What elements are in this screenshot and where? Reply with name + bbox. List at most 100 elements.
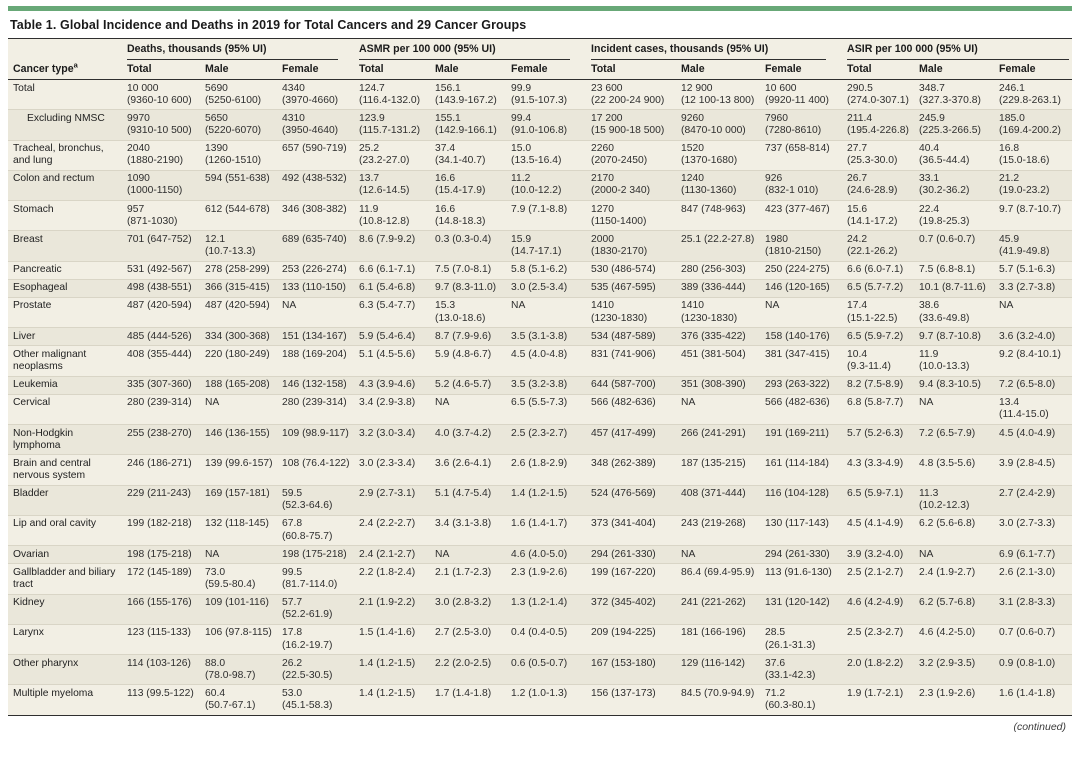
value-cell: NA [676,545,761,565]
value-cell: 1.6 (1.4-1.8) [994,684,1073,716]
value-cell: 3.2 (3.0-3.4) [354,424,431,456]
value-cell: 17 200 (15 900-18 500) [586,109,677,141]
value-cell: 25.1 (22.2-27.8) [676,230,761,262]
value-cell: 389 (336-444) [676,279,761,298]
table-row: Esophageal 498 (438-551) 366 (315-415) 133 … [8,279,1073,298]
value-cell: 280 (239-314) [277,394,355,426]
column-group-row: Deaths, thousands (95% UI) ASMR per 100 … [8,39,1072,61]
value-cell: 831 (741-906) [586,345,677,377]
value-cell: 6.5 (5.9-7.1) [842,485,915,516]
value-cell: NA [200,394,277,426]
value-cell: 229 (211-243) [122,485,200,516]
value-cell: 7.9 (7.1-8.8) [506,200,587,232]
continued-note: (continued) [1013,720,1066,733]
value-cell: 4.6 (4.0-5.0) [506,545,587,565]
table-row: Total 10 000 (9360-10 600) 5690 (5250-6100… [8,79,1073,111]
cancer-name-cell: Lip and oral cavity [8,515,122,547]
value-cell: 530 (486-574) [586,261,677,280]
value-cell: 198 (175-218) [277,545,355,565]
table-row: Colon and rectum 1090 (1000-1150) 594 (551… [8,170,1073,202]
column-header-male: Male [914,60,995,80]
value-cell: 21.2 (19.0-23.2) [994,170,1073,202]
value-cell: 2.6 (1.8-2.9) [506,454,587,486]
value-cell: 381 (347-415) [760,345,843,377]
value-cell: 4340 (3970-4660) [277,79,355,111]
value-cell: 6.9 (6.1-7.7) [994,545,1073,565]
value-cell: NA [760,297,843,329]
value-cell: 2.4 (2.2-2.7) [354,515,431,547]
value-cell: 12 900 (12 100-13 800) [676,79,761,111]
value-cell: 5690 (5250-6100) [200,79,277,111]
value-cell: NA [506,297,587,329]
value-cell: 245.9 (225.3-266.5) [914,109,995,141]
value-cell: NA [430,545,507,565]
value-cell: NA [914,545,995,565]
value-cell: 53.0 (45.1-58.3) [277,684,355,716]
value-cell: 2.3 (1.9-2.6) [914,684,995,716]
value-cell: 7.5 (7.0-8.1) [430,261,507,280]
value-cell: 2.2 (2.0-2.5) [430,654,507,686]
value-cell: 5.7 (5.2-6.3) [842,424,915,456]
value-cell: 280 (256-303) [676,261,761,280]
page: Table 1. Global Incidence and Deaths in … [0,6,1080,733]
column-header-male: Male [676,60,761,80]
value-cell: 185.0 (169.4-200.2) [994,109,1073,141]
cancer-name-cell: Kidney [8,594,122,625]
value-cell: 86.4 (69.4-95.9) [676,563,761,595]
table-row: Excluding NMSC 9970 (9310-10 500) 5650 (52… [8,109,1073,141]
value-cell: 2170 (2000-2 340) [586,170,677,202]
value-cell: 3.5 (3.1-3.8) [506,327,587,347]
value-cell: 1240 (1130-1360) [676,170,761,202]
value-cell: 209 (194-225) [586,624,677,656]
value-cell: 3.0 (2.7-3.3) [994,515,1073,547]
value-cell: 6.8 (5.8-7.7) [842,394,915,426]
value-cell: NA [676,394,761,426]
value-cell: 6.2 (5.6-6.8) [914,515,995,547]
value-cell: 376 (335-422) [676,327,761,347]
cancer-name-cell: Cervical [8,394,122,426]
value-cell: 2.4 (2.1-2.7) [354,545,431,565]
value-cell: 133 (110-150) [277,279,355,298]
value-cell: 926 (832-1 010) [760,170,843,202]
value-cell: 113 (99.5-122) [122,684,200,716]
value-cell: 6.6 (6.0-7.1) [842,261,915,280]
value-cell: 16.8 (15.0-18.6) [994,140,1073,171]
value-cell: 1.4 (1.2-1.5) [354,684,431,716]
value-cell: 9.7 (8.7-10.7) [994,200,1073,232]
cancer-name-cell: Breast [8,230,122,262]
value-cell: 847 (748-963) [676,200,761,232]
value-cell: 187 (135-215) [676,454,761,486]
column-group-incident: Incident cases, thousands (95% UI) [586,39,842,61]
value-cell: 4.6 (4.2-5.0) [914,624,995,656]
value-cell: 485 (444-526) [122,327,200,347]
value-cell: 10.1 (8.7-11.6) [914,279,995,298]
value-cell: 566 (482-636) [760,394,843,426]
value-cell: 1390 (1260-1510) [200,140,277,171]
value-cell: 2.9 (2.7-3.1) [354,485,431,516]
value-cell: 6.2 (5.7-6.8) [914,594,995,625]
value-cell: 408 (355-444) [122,345,200,377]
cancer-name-cell: Other pharynx [8,654,122,686]
value-cell: 199 (182-218) [122,515,200,547]
value-cell: NA [914,394,995,426]
value-cell: 109 (101-116) [200,594,277,625]
value-cell: 25.2 (23.2-27.0) [354,140,431,171]
value-cell: 3.9 (3.2-4.0) [842,545,915,565]
value-cell: 535 (467-595) [586,279,677,298]
value-cell: 566 (482-636) [586,394,677,426]
value-cell: 1520 (1370-1680) [676,140,761,171]
value-cell: 5.2 (4.6-5.7) [430,376,507,395]
table-row: Prostate 487 (420-594) 487 (420-594) NA 6.3 … [8,297,1073,329]
value-cell: 211.4 (195.4-226.8) [842,109,915,141]
column-header-female: Female [994,60,1073,80]
value-cell: 6.5 (5.5-7.3) [506,394,587,426]
value-cell: 4.3 (3.3-4.9) [842,454,915,486]
value-cell: 132 (118-145) [200,515,277,547]
value-cell: 23 600 (22 200-24 900) [586,79,677,111]
value-cell: 278 (258-299) [200,261,277,280]
value-cell: 15.9 (14.7-17.1) [506,230,587,262]
value-cell: 167 (153-180) [586,654,677,686]
value-cell: 166 (155-176) [122,594,200,625]
value-cell: 15.3 (13.0-18.6) [430,297,507,329]
table-row: Other malignant neoplasms 408 (355-444) 22… [8,345,1073,377]
